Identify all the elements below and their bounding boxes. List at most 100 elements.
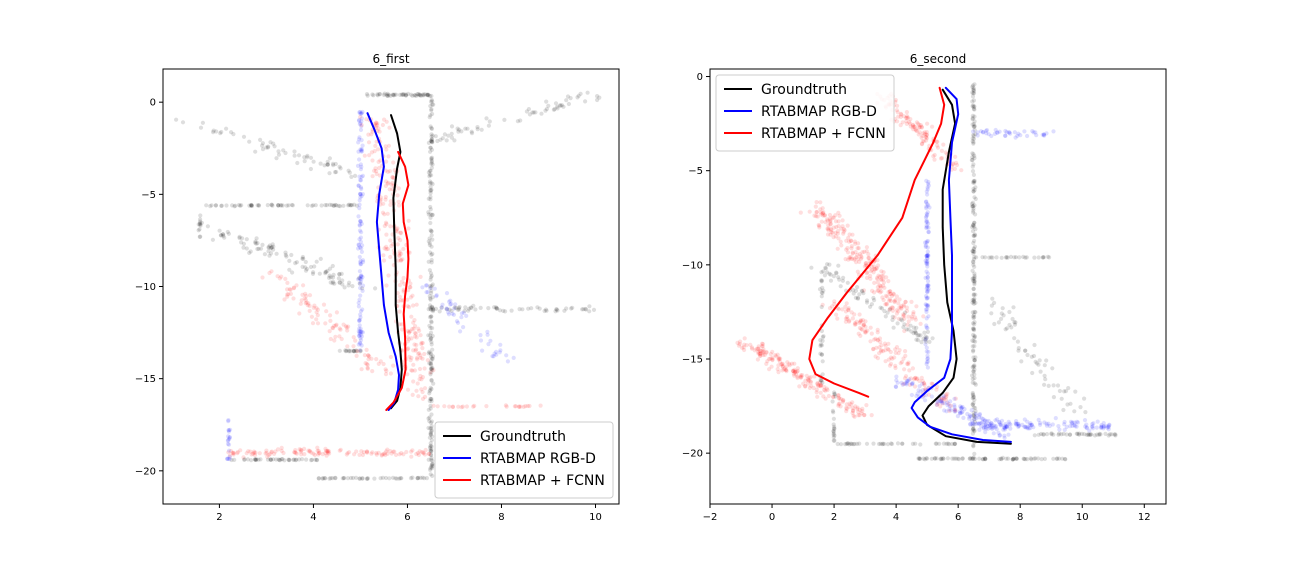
- map-point: [1056, 424, 1061, 429]
- map-point: [885, 310, 890, 315]
- map-point: [369, 356, 374, 361]
- map-point: [923, 334, 928, 339]
- map-point: [429, 314, 434, 319]
- map-point: [419, 342, 424, 347]
- map-point: [971, 355, 976, 360]
- map-point: [989, 311, 994, 316]
- map-point: [798, 374, 803, 379]
- map-point: [891, 291, 896, 296]
- map-point: [895, 321, 900, 326]
- map-point: [823, 396, 828, 401]
- map-point: [397, 92, 403, 97]
- map-point: [971, 91, 976, 96]
- map-point: [309, 203, 314, 208]
- map-point: [947, 442, 952, 447]
- map-point: [989, 425, 994, 430]
- map-point: [805, 381, 810, 386]
- map-point: [878, 305, 883, 310]
- map-point: [1059, 396, 1064, 401]
- map-point: [934, 402, 940, 407]
- map-point: [944, 398, 949, 403]
- map-point: [356, 137, 362, 142]
- map-point: [358, 336, 363, 341]
- map-point: [903, 349, 908, 354]
- map-point: [831, 429, 836, 434]
- map-point: [455, 320, 461, 325]
- map-point: [426, 212, 431, 217]
- map-point: [831, 431, 836, 436]
- map-point: [399, 476, 404, 481]
- map-point: [993, 127, 998, 133]
- map-point: [918, 442, 923, 447]
- map-point: [205, 224, 210, 229]
- map-point: [391, 92, 396, 97]
- map-point: [332, 323, 337, 328]
- map-point: [456, 127, 462, 132]
- map-point: [428, 188, 434, 193]
- map-point: [358, 348, 363, 353]
- map-point: [913, 317, 918, 322]
- map-point: [198, 222, 203, 227]
- map-point: [807, 375, 812, 380]
- map-point: [327, 202, 332, 207]
- map-point: [914, 377, 919, 382]
- map-point: [908, 117, 913, 122]
- map-point: [411, 362, 416, 367]
- map-point: [344, 325, 349, 330]
- map-point: [383, 194, 388, 200]
- map-point: [433, 306, 439, 311]
- map-point: [784, 369, 789, 374]
- map-point: [912, 124, 917, 129]
- map-point: [889, 293, 895, 298]
- map-point: [1099, 423, 1104, 428]
- map-point: [325, 162, 330, 167]
- map-point: [972, 195, 977, 200]
- y-tick-label: −10: [135, 282, 156, 293]
- map-point: [450, 311, 455, 316]
- map-point: [820, 206, 825, 211]
- map-point: [388, 371, 393, 376]
- map-point: [394, 92, 399, 97]
- map-point: [204, 203, 209, 208]
- map-point: [388, 93, 393, 98]
- map-point: [972, 104, 977, 109]
- map-point: [1016, 348, 1021, 353]
- map-point: [970, 418, 975, 424]
- map-point: [429, 424, 434, 429]
- map-point: [971, 134, 976, 139]
- map-point: [917, 456, 922, 461]
- map-point: [430, 473, 435, 478]
- map-point: [452, 138, 457, 143]
- map-point: [486, 123, 491, 128]
- map-point: [894, 345, 900, 350]
- map-point: [429, 132, 434, 137]
- map-point: [429, 363, 434, 368]
- map-point: [970, 268, 975, 273]
- map-point: [941, 456, 946, 461]
- map-point: [825, 232, 831, 237]
- map-point: [848, 441, 854, 446]
- map-point: [840, 278, 846, 283]
- map-point: [458, 329, 463, 334]
- map-point: [831, 435, 836, 440]
- map-point: [910, 122, 916, 127]
- map-point: [430, 367, 435, 372]
- map-point: [820, 290, 825, 296]
- map-point: [913, 375, 918, 380]
- map-point: [274, 457, 279, 462]
- map-point: [543, 307, 549, 312]
- map-point: [904, 381, 909, 386]
- map-point: [429, 464, 434, 469]
- map-point: [850, 316, 856, 321]
- map-point: [587, 304, 592, 309]
- map-point: [895, 380, 900, 385]
- map-point: [970, 380, 975, 385]
- map-point: [456, 404, 461, 409]
- map-point: [828, 221, 833, 226]
- map-point: [428, 370, 433, 375]
- map-point: [886, 347, 891, 352]
- map-point: [924, 456, 929, 461]
- map-point: [397, 254, 402, 259]
- map-point: [430, 304, 435, 309]
- map-point: [328, 266, 333, 271]
